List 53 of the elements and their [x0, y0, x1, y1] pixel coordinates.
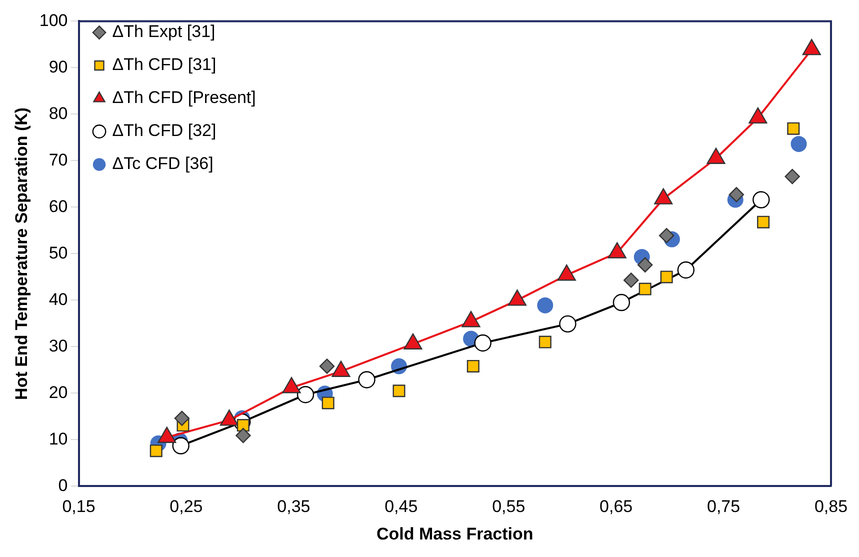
point — [637, 257, 653, 272]
point — [236, 428, 251, 444]
point — [150, 444, 162, 458]
y-tick-label: 80 — [48, 104, 68, 123]
legend-label: ΔTh CFD [31] — [112, 55, 216, 74]
y-tick-label: 100 — [39, 10, 68, 30]
point — [658, 228, 674, 244]
point — [392, 384, 406, 398]
point — [638, 282, 652, 296]
y-tick-label: 20 — [48, 382, 68, 402]
point — [752, 191, 770, 208]
point — [728, 187, 744, 202]
point — [790, 136, 807, 152]
y-tick-label: 70 — [48, 150, 68, 170]
legend-label: ΔTh CFD [32] — [112, 121, 216, 140]
point — [466, 360, 480, 372]
y-tick-label: 60 — [48, 196, 68, 216]
point — [319, 358, 335, 374]
x-tick-label: 0,85 — [814, 497, 848, 516]
point — [784, 168, 800, 184]
y-tick-label: 40 — [48, 290, 68, 309]
x-tick-label: 0,45 — [384, 497, 418, 516]
point — [559, 315, 576, 333]
x-tick-label: 0,15 — [62, 497, 96, 516]
x-tick-label: 0,35 — [277, 497, 310, 516]
y-tick-label: 10 — [48, 429, 68, 448]
x-axis-title: Cold Mass Fraction — [376, 524, 534, 544]
point — [538, 336, 552, 348]
legend-label: ΔTh Expt [31] — [112, 22, 216, 42]
point — [787, 122, 800, 135]
point — [677, 261, 695, 279]
point — [474, 334, 492, 352]
y-tick-label: 30 — [48, 336, 68, 356]
point — [537, 297, 554, 314]
y-tick-label: 90 — [48, 57, 68, 76]
point — [296, 386, 314, 404]
legend-label: ΔTc CFD [36] — [112, 154, 214, 174]
legend-label: ΔTh CFD [Present] — [112, 88, 256, 108]
x-tick-label: 0,55 — [492, 497, 526, 516]
point — [612, 294, 630, 312]
y-tick-label: 0 — [58, 476, 68, 495]
point — [358, 371, 376, 388]
x-tick-label: 0,25 — [170, 497, 203, 516]
point — [757, 216, 770, 228]
point — [624, 272, 639, 288]
point — [660, 270, 673, 284]
y-axis-title: Hot End Temperature Separation (K) — [12, 107, 31, 400]
point — [174, 410, 190, 426]
point — [322, 396, 334, 410]
x-tick-label: 0,75 — [706, 497, 740, 516]
point — [172, 437, 190, 454]
y-tick-label: 50 — [48, 243, 68, 262]
x-tick-label: 0,65 — [600, 497, 633, 516]
